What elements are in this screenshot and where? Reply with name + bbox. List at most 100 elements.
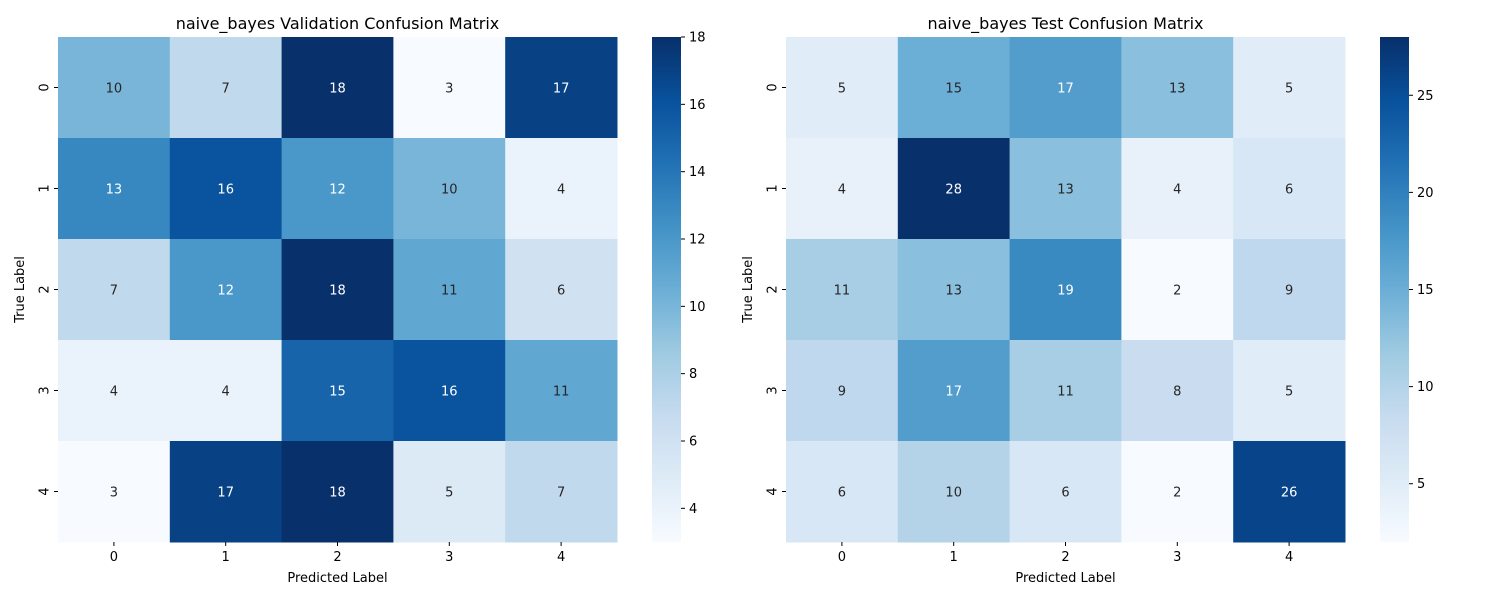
cell-value-label: 10	[441, 183, 458, 198]
heatmap-cell	[897, 138, 1011, 240]
colorbar-tick-label: 6	[689, 435, 697, 450]
heatmap-cell	[1233, 37, 1346, 139]
y-tick-label: 3	[766, 386, 781, 394]
cell-value-label: 13	[945, 284, 962, 299]
colorbar	[1380, 37, 1409, 542]
y-axis-label: True Label	[13, 256, 28, 324]
cell-value-label: 7	[222, 82, 230, 97]
y-axis-label: True Label	[741, 256, 756, 324]
heatmap-cell	[393, 37, 506, 139]
colorbar-tick-label: 5	[1417, 477, 1425, 492]
y-tick-label: 0	[38, 83, 53, 91]
chart-title: naive_bayes Validation Confusion Matrix	[176, 14, 500, 34]
heatmap-cell	[281, 239, 394, 341]
x-tick-label: 1	[950, 550, 958, 565]
cell-value-label: 10	[945, 486, 962, 501]
cell-value-label: 11	[553, 385, 570, 400]
heatmap-cell	[505, 441, 618, 543]
heatmap-panel-1: 5 15 17 13 54 28 13 4 611 13 19 2 99 17 11 8 56 10 6 2 26nai…	[741, 14, 1434, 586]
cell-value-label: 5	[1285, 385, 1293, 400]
heatmap-cell	[1233, 441, 1346, 543]
cell-value-label: 4	[557, 183, 565, 198]
heatmap-cell	[58, 138, 171, 240]
heatmap-cell	[505, 340, 618, 442]
heatmap-cell	[1233, 340, 1346, 442]
cell-value-label: 13	[1057, 183, 1074, 198]
heatmap-cell	[281, 340, 394, 442]
cell-value-label: 17	[1057, 82, 1074, 97]
heatmap-cell	[1121, 37, 1234, 139]
x-tick-label: 0	[110, 550, 118, 565]
cell-value-label: 16	[441, 385, 458, 400]
heatmap-cell	[1121, 138, 1234, 240]
cell-value-label: 17	[945, 385, 962, 400]
heatmap-cell	[1009, 138, 1122, 240]
heatmap-cell	[58, 239, 171, 341]
heatmap-cell	[393, 138, 506, 240]
x-tick-label: 0	[838, 550, 846, 565]
cell-value-label: 6	[1285, 183, 1293, 198]
heatmap-cell	[169, 441, 283, 543]
cell-value-label: 16	[217, 183, 234, 198]
cell-value-label: 4	[838, 183, 846, 198]
y-tick-label: 4	[38, 487, 53, 495]
cell-value-label: 4	[222, 385, 230, 400]
heatmap-cell	[1233, 239, 1346, 341]
colorbar-tick-label: 16	[689, 98, 706, 113]
cell-value-label: 18	[329, 486, 346, 501]
heatmap-cell	[169, 239, 283, 341]
heatmap-cell	[1009, 239, 1122, 341]
heatmap-cell	[897, 239, 1011, 341]
cell-value-label: 17	[217, 486, 234, 501]
colorbar-tick-label: 14	[689, 165, 706, 180]
cell-value-label: 15	[329, 385, 346, 400]
heatmap-cell	[58, 340, 171, 442]
y-tick-label: 3	[38, 386, 53, 394]
cell-value-label: 2	[1173, 284, 1181, 299]
y-tick-label: 4	[766, 487, 781, 495]
x-tick-label: 3	[1173, 550, 1181, 565]
heatmap-cell	[281, 441, 394, 543]
x-tick-label: 2	[333, 550, 341, 565]
cell-value-label: 19	[1057, 284, 1074, 299]
colorbar-tick-label: 10	[1417, 380, 1434, 395]
colorbar	[652, 37, 681, 542]
chart-title: naive_bayes Test Confusion Matrix	[927, 14, 1203, 34]
heatmap-cell	[1121, 441, 1234, 543]
cell-value-label: 9	[1285, 284, 1293, 299]
cell-value-label: 11	[441, 284, 458, 299]
x-axis-label: Predicted Label	[1015, 571, 1115, 586]
cell-value-label: 11	[834, 284, 851, 299]
y-tick-label: 2	[766, 285, 781, 293]
heatmap-cell	[169, 340, 283, 442]
cell-value-label: 8	[1173, 385, 1181, 400]
cell-value-label: 2	[1173, 486, 1181, 501]
x-tick-label: 4	[1285, 550, 1293, 565]
heatmap-cell	[281, 37, 394, 139]
x-tick-label: 2	[1061, 550, 1069, 565]
cell-value-label: 6	[557, 284, 565, 299]
colorbar-tick-label: 18	[689, 31, 706, 46]
heatmap-cell	[281, 138, 394, 240]
cell-value-label: 15	[945, 82, 962, 97]
x-tick-label: 1	[222, 550, 230, 565]
cell-value-label: 3	[110, 486, 118, 501]
heatmap-cell	[786, 37, 899, 139]
cell-value-label: 6	[1061, 486, 1069, 501]
cell-value-label: 7	[557, 486, 565, 501]
y-tick-label: 1	[766, 184, 781, 192]
heatmap-cell	[897, 37, 1011, 139]
cell-value-label: 5	[838, 82, 846, 97]
heatmap-cell	[58, 37, 171, 139]
cell-value-label: 13	[1169, 82, 1186, 97]
heatmap-cell	[786, 138, 899, 240]
y-tick-label: 2	[38, 285, 53, 293]
colorbar-tick-label: 10	[689, 300, 706, 315]
cell-value-label: 28	[945, 183, 962, 198]
colorbar-tick-label: 4	[689, 502, 697, 517]
cell-value-label: 4	[1173, 183, 1181, 198]
cell-value-label: 26	[1281, 486, 1298, 501]
